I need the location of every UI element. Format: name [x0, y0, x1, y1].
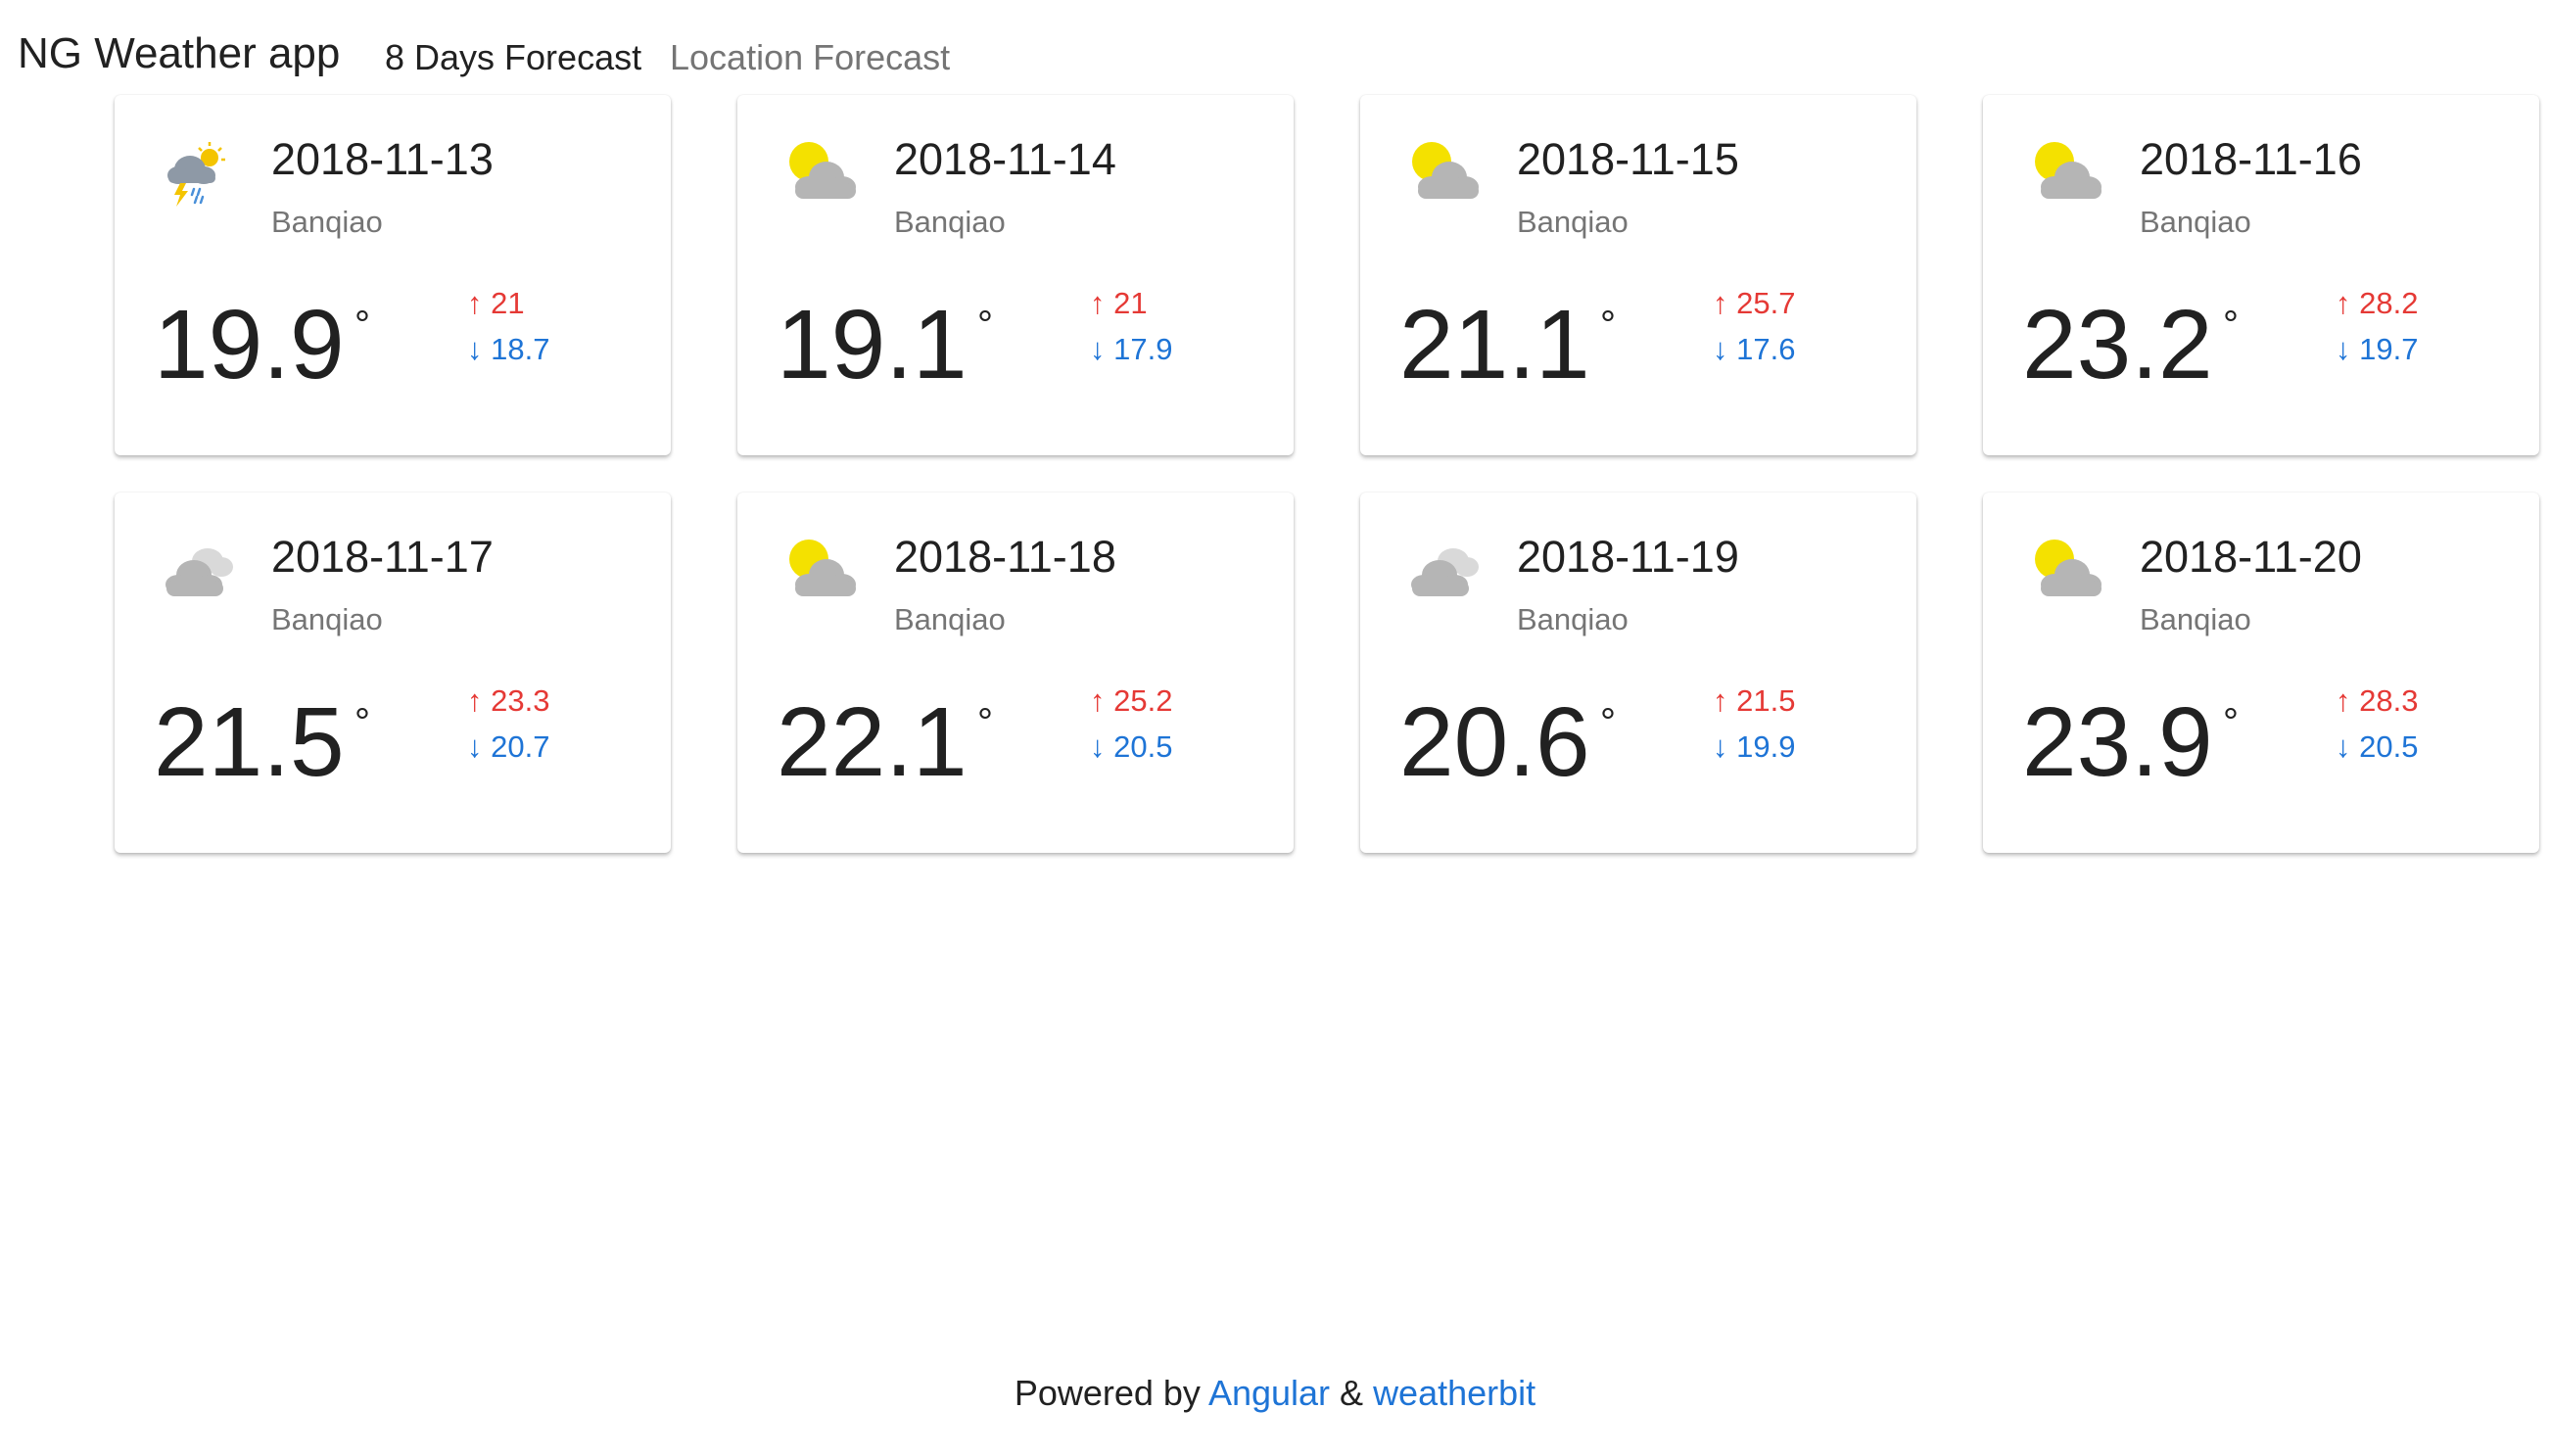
- card-city: Banqiao: [271, 602, 383, 636]
- card-low-temp: ↓ 17.9: [1090, 332, 1173, 366]
- forecast-card: 2018-11-14 Banqiao 19.1 ° ↑ 21 ↓ 17.9: [737, 95, 1294, 455]
- footer-separator: &: [1330, 1373, 1374, 1413]
- card-temperature: 21.1: [1399, 290, 1590, 399]
- partly-cloudy-icon: [2035, 540, 2101, 596]
- forecast-card: 2018-11-18 Banqiao 22.1 ° ↑ 25.2 ↓ 20.5: [737, 493, 1294, 853]
- thunderstorm-rain-icon: [167, 142, 225, 207]
- cloudy-icon: [1411, 548, 1479, 596]
- card-date: 2018-11-13: [271, 134, 494, 184]
- footer: Powered by Angular & weatherbit: [0, 1373, 2550, 1414]
- degree-symbol: °: [977, 701, 993, 744]
- degree-symbol: °: [2223, 304, 2239, 347]
- forecast-card: 2018-11-19 Banqiao 20.6 ° ↑ 21.5 ↓ 19.9: [1360, 493, 1916, 853]
- forecast-card: 2018-11-20 Banqiao 23.9 ° ↑ 28.3 ↓ 20.5: [1983, 493, 2539, 853]
- card-temperature: 23.9: [2022, 687, 2213, 797]
- nav-forecast-link[interactable]: 8 Days Forecast: [385, 37, 642, 77]
- card-low-temp: ↓ 20.5: [2336, 729, 2419, 764]
- card-city: Banqiao: [894, 602, 1006, 636]
- card-date: 2018-11-19: [1517, 532, 1739, 582]
- forecast-card: 2018-11-17 Banqiao 21.5 ° ↑ 23.3 ↓ 20.7: [115, 493, 671, 853]
- degree-symbol: °: [2223, 701, 2239, 744]
- card-city: Banqiao: [1517, 205, 1629, 239]
- degree-symbol: °: [354, 304, 370, 347]
- card-low-temp: ↓ 20.7: [467, 729, 550, 764]
- card-date: 2018-11-18: [894, 532, 1116, 582]
- card-temperature: 20.6: [1399, 687, 1590, 797]
- card-high-temp: ↑ 25.2: [1090, 683, 1173, 718]
- degree-symbol: °: [1600, 304, 1616, 347]
- card-high-temp: ↑ 23.3: [467, 683, 550, 718]
- degree-symbol: °: [1600, 701, 1616, 744]
- card-date: 2018-11-20: [2140, 532, 2362, 582]
- card-high-temp: ↑ 21: [467, 286, 525, 320]
- card-date: 2018-11-15: [1517, 134, 1739, 184]
- partly-cloudy-icon: [2035, 142, 2101, 199]
- weatherbit-link[interactable]: weatherbit: [1373, 1373, 1536, 1413]
- card-low-temp: ↓ 19.9: [1713, 729, 1796, 764]
- card-city: Banqiao: [1517, 602, 1629, 636]
- card-date: 2018-11-14: [894, 134, 1116, 184]
- degree-symbol: °: [354, 701, 370, 744]
- nav-location-link[interactable]: Location Forecast: [670, 37, 951, 77]
- angular-link[interactable]: Angular: [1207, 1373, 1331, 1413]
- card-low-temp: ↓ 20.5: [1090, 729, 1173, 764]
- forecast-card: 2018-11-16 Banqiao 23.2 ° ↑ 28.2 ↓ 19.7: [1983, 95, 2539, 455]
- card-date: 2018-11-16: [2140, 134, 2362, 184]
- card-city: Banqiao: [271, 205, 383, 239]
- footer-prefix: Powered by: [1014, 1373, 1208, 1413]
- forecast-card: 2018-11-13 Banqiao 19.9 ° ↑ 21 ↓ 18.7: [115, 95, 671, 455]
- card-low-temp: ↓ 19.7: [2336, 332, 2419, 366]
- card-city: Banqiao: [2140, 602, 2251, 636]
- card-high-temp: ↑ 25.7: [1713, 286, 1796, 320]
- card-low-temp: ↓ 17.6: [1713, 332, 1796, 366]
- card-temperature: 19.9: [154, 290, 345, 399]
- card-high-temp: ↑ 28.2: [2336, 286, 2419, 320]
- forecast-card: 2018-11-15 Banqiao 21.1 ° ↑ 25.7 ↓ 17.6: [1360, 95, 1916, 455]
- card-city: Banqiao: [2140, 205, 2251, 239]
- card-temperature: 22.1: [777, 687, 968, 797]
- card-temperature: 23.2: [2022, 290, 2213, 399]
- partly-cloudy-icon: [1412, 142, 1479, 199]
- card-high-temp: ↑ 21.5: [1713, 683, 1796, 718]
- card-date: 2018-11-17: [271, 532, 494, 582]
- card-high-temp: ↑ 21: [1090, 286, 1148, 320]
- card-high-temp: ↑ 28.3: [2336, 683, 2419, 718]
- card-low-temp: ↓ 18.7: [467, 332, 550, 366]
- degree-symbol: °: [977, 304, 993, 347]
- card-temperature: 21.5: [154, 687, 345, 797]
- app-toolbar: NG Weather app 8 Days Forecast Location …: [0, 0, 2550, 98]
- app-title: NG Weather app: [18, 29, 341, 77]
- cloudy-icon: [165, 548, 233, 596]
- partly-cloudy-icon: [789, 540, 856, 596]
- card-city: Banqiao: [894, 205, 1006, 239]
- partly-cloudy-icon: [789, 142, 856, 199]
- card-temperature: 19.1: [777, 290, 968, 399]
